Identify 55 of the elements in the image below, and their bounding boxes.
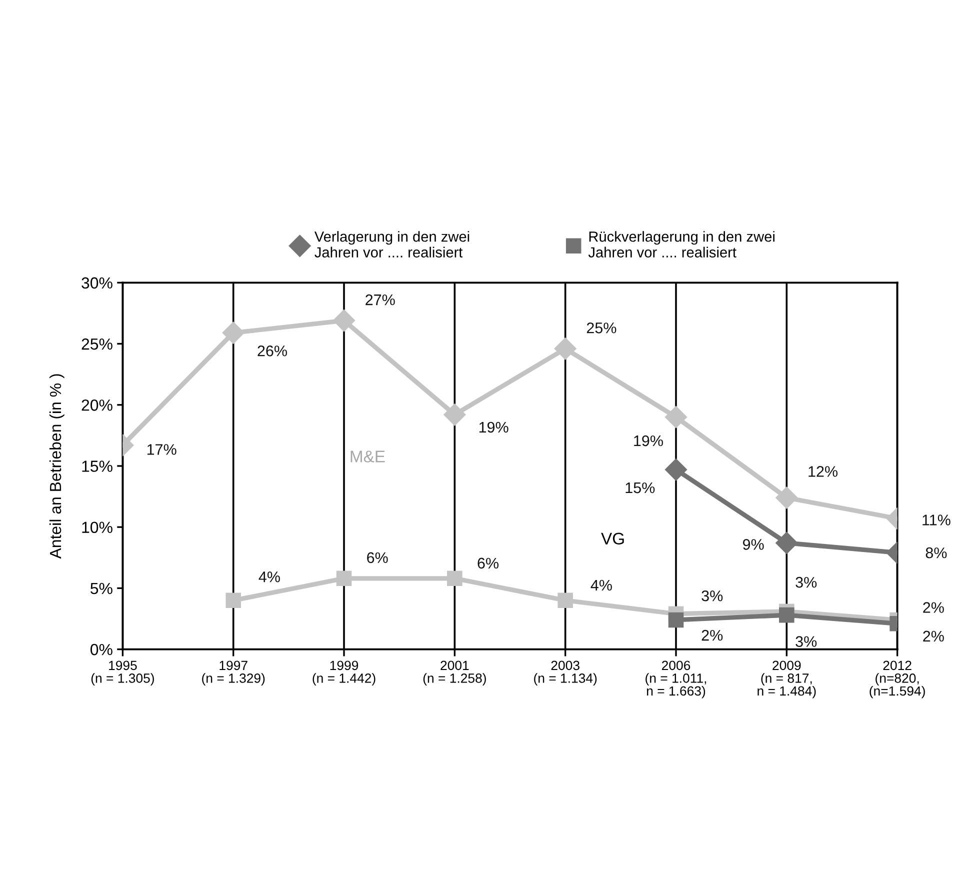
y-tick-label: 0%	[90, 644, 112, 656]
x-tick-label: 1995 (n = 1.305)	[91, 660, 154, 686]
data-label: 19%	[479, 422, 508, 433]
point	[779, 607, 794, 623]
data-label: 15%	[626, 482, 655, 494]
point	[664, 406, 687, 428]
x-tick-label: 1997 (n = 1.329)	[202, 660, 265, 686]
data-label: 2%	[702, 630, 723, 641]
data-label: 6%	[367, 552, 388, 564]
x-tick-label: 2006 (n = 1.011, n = 1.663)	[646, 660, 706, 698]
data-label: 4%	[258, 572, 280, 582]
data-label: 25%	[586, 322, 616, 334]
point	[222, 322, 244, 344]
y-tick-label: 20%	[82, 400, 112, 411]
data-label: 17%	[147, 444, 176, 455]
point	[668, 612, 684, 628]
legend-label: Rückverlagerung in den zwei Jahren vor .... realisiert	[588, 231, 774, 258]
data-label: 19%	[634, 435, 663, 446]
point	[336, 570, 352, 586]
annotation: VG	[601, 532, 624, 545]
y-tick-label: 10%	[82, 522, 112, 534]
y-tick-label: 25%	[82, 338, 112, 350]
data-label: 2%	[923, 602, 944, 613]
data-label: 2%	[923, 630, 944, 642]
data-label: 11%	[922, 514, 950, 526]
point	[226, 592, 241, 608]
point	[776, 486, 798, 509]
point	[558, 592, 573, 608]
point	[554, 338, 576, 360]
point	[776, 532, 798, 554]
x-tick-label: 1999 (n = 1.442)	[312, 660, 376, 686]
x-tick-label: 2012 (n=820, (n=1.594)	[870, 660, 925, 698]
data-label: 3%	[796, 576, 817, 588]
y-axis-title: Anteil an Betrieben (in % )	[49, 374, 64, 559]
y-tick-label: 5%	[90, 582, 112, 594]
data-label: 3%	[702, 590, 723, 602]
x-tick-label: 2009 (n = 817, n = 1.484)	[758, 660, 816, 698]
data-label: 3%	[796, 636, 817, 647]
point	[664, 458, 687, 481]
point	[447, 570, 462, 586]
data-label: 4%	[590, 580, 612, 591]
x-tick-label: 2003 (n = 1.134)	[534, 660, 597, 686]
y-tick-label: 15%	[82, 460, 112, 472]
data-label: 27%	[366, 294, 395, 306]
data-label: 12%	[808, 466, 838, 477]
point	[444, 404, 466, 426]
legend-label: Verlagerung in den zwei Jahren vor .... realisiert	[314, 231, 470, 258]
data-label: 6%	[478, 558, 498, 569]
data-label: 8%	[926, 547, 947, 558]
x-tick-label: 2001 (n = 1.258)	[423, 660, 486, 686]
data-label: 9%	[742, 539, 764, 550]
point	[333, 310, 356, 332]
annotation: M&E	[350, 450, 385, 462]
data-label: 26%	[258, 346, 287, 356]
y-tick-label: 30%	[82, 277, 112, 289]
